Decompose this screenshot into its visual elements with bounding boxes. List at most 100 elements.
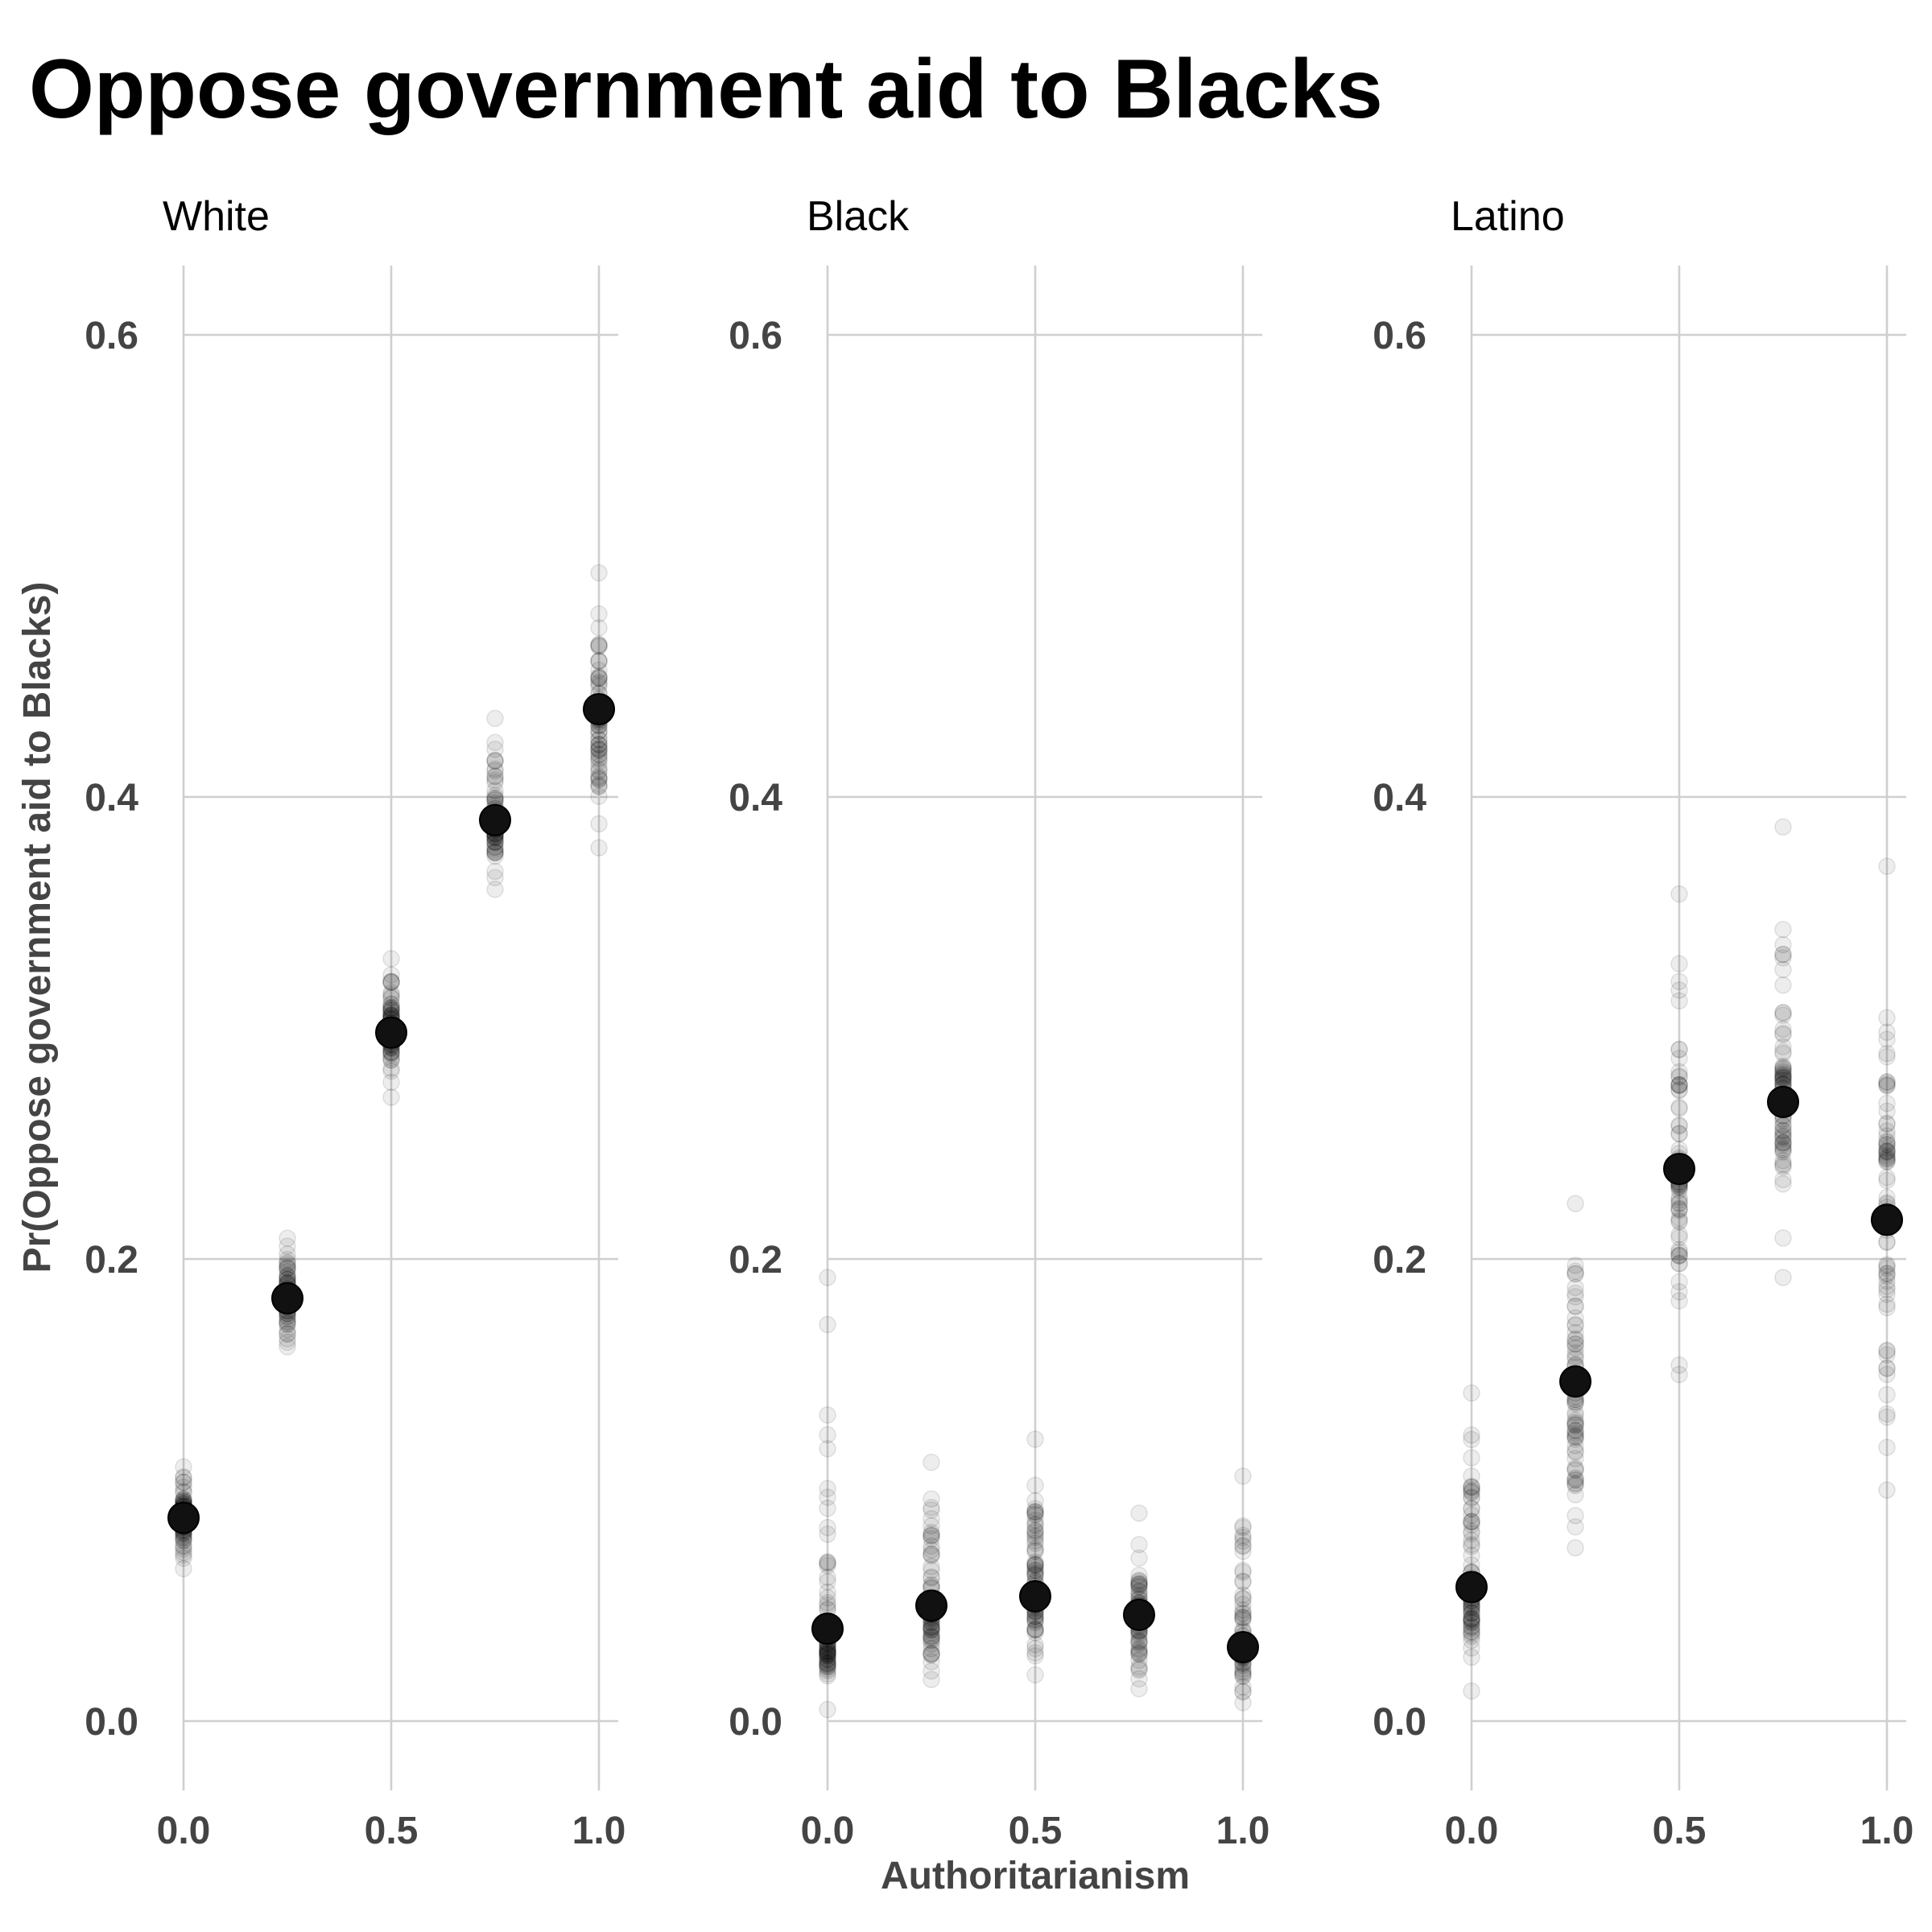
draw-point: [1878, 1286, 1896, 1303]
draw-point: [1463, 1384, 1480, 1402]
draw-point: [1234, 1586, 1252, 1604]
draw-point: [1878, 1141, 1896, 1160]
draw-point: [1878, 1044, 1896, 1063]
draw-point: [486, 762, 504, 780]
draw-point: [590, 749, 608, 767]
draw-point: [1670, 1283, 1688, 1301]
draw-point: [1130, 1575, 1148, 1593]
mean-point: [1871, 1203, 1903, 1236]
draw-point: [590, 636, 608, 654]
draw-point: [1774, 1004, 1792, 1022]
draw-point: [1234, 1609, 1252, 1627]
draw-point: [1463, 1506, 1480, 1524]
draw-point: [1670, 1191, 1688, 1209]
draw-point: [1463, 1478, 1480, 1496]
draw-point: [1774, 1134, 1792, 1152]
draw-point: [1234, 1542, 1252, 1560]
draw-point: [923, 1561, 940, 1579]
draw-point: [1026, 1503, 1044, 1521]
draw-point: [1463, 1535, 1480, 1554]
draw-point: [1463, 1483, 1480, 1501]
draw-point: [1774, 1175, 1792, 1193]
draw-point: [1670, 1292, 1688, 1310]
draw-point: [486, 843, 504, 861]
draw-point: [279, 1320, 296, 1339]
draw-point: [1567, 1506, 1584, 1525]
draw-point: [819, 1406, 836, 1424]
draw-point: [819, 1650, 836, 1669]
draw-point: [486, 786, 504, 804]
x-tick-label: 1.0: [572, 1810, 626, 1852]
draw-point: [279, 1250, 296, 1269]
draw-point: [1774, 1141, 1792, 1159]
draw-point: [1567, 1424, 1584, 1443]
draw-point: [1878, 1360, 1896, 1377]
draw-point: [1463, 1500, 1480, 1518]
panel-white: White 0.0 0.2 0.4 0.6 0.0 0.5 1.0: [85, 193, 625, 1852]
draw-point: [1130, 1640, 1148, 1657]
draw-point: [590, 750, 608, 768]
draw-point: [1670, 1201, 1688, 1220]
draw-point: [175, 1546, 192, 1564]
draw-point: [1670, 955, 1688, 972]
draw-point: [1774, 1133, 1792, 1151]
draw-point: [1463, 1623, 1480, 1641]
draw-point: [1774, 1066, 1792, 1084]
draw-point: [1130, 1641, 1148, 1659]
mean-point: [167, 1501, 200, 1534]
draw-point: [486, 774, 504, 791]
draw-point: [1670, 1194, 1688, 1212]
draw-point: [1463, 1617, 1480, 1636]
draw-point: [486, 760, 504, 778]
draw-point: [1463, 1613, 1480, 1632]
draw-point: [486, 838, 504, 857]
draw-point: [1878, 1168, 1896, 1187]
draw-point: [819, 1653, 836, 1670]
draw-point: [1878, 1439, 1896, 1456]
draw-point: [923, 1527, 940, 1545]
draw-point: [382, 998, 400, 1017]
draw-point: [1878, 1346, 1896, 1364]
mean-point: [1767, 1085, 1799, 1118]
draw-point: [1567, 1315, 1584, 1334]
draw-point: [1567, 1422, 1584, 1439]
draw-point: [1878, 1136, 1896, 1154]
draw-point: [1670, 1273, 1688, 1291]
draw-point: [1463, 1610, 1480, 1628]
draw-point: [382, 988, 400, 1006]
draw-point: [819, 1645, 836, 1663]
draw-point: [590, 741, 608, 760]
draw-point: [1463, 1682, 1480, 1700]
draw-point: [1774, 949, 1792, 967]
y-tick-label: 0.4: [1373, 777, 1426, 819]
draw-point: [819, 1657, 836, 1676]
draw-point: [486, 741, 504, 758]
draw-point: [1463, 1513, 1480, 1531]
draw-point: [1774, 1020, 1792, 1038]
draw-point: [923, 1627, 940, 1645]
draw-point: [382, 998, 400, 1017]
draw-point: [1130, 1577, 1148, 1596]
draw-point: [486, 733, 504, 752]
draw-point: [923, 1525, 940, 1544]
draw-point: [1670, 1241, 1688, 1259]
draw-point: [382, 995, 400, 1013]
draw-point: [590, 638, 608, 655]
draw-point: [1026, 1614, 1044, 1632]
draw-point: [1670, 1098, 1688, 1117]
draw-point: [1234, 1608, 1252, 1627]
draw-point: [1026, 1539, 1044, 1558]
draw-point: [1567, 1472, 1584, 1489]
draw-point: [1234, 1683, 1252, 1701]
draw-point: [1670, 1068, 1688, 1086]
draw-point: [1670, 1040, 1688, 1059]
draw-point: [1026, 1558, 1044, 1576]
draw-point: [1234, 1561, 1252, 1579]
draw-point: [1774, 1063, 1792, 1081]
draw-point: [279, 1259, 296, 1278]
draw-point: [1130, 1651, 1148, 1670]
draw-point: [590, 675, 608, 693]
draw-point: [923, 1453, 940, 1472]
draw-point: [1026, 1505, 1044, 1523]
draw-point: [590, 731, 608, 749]
